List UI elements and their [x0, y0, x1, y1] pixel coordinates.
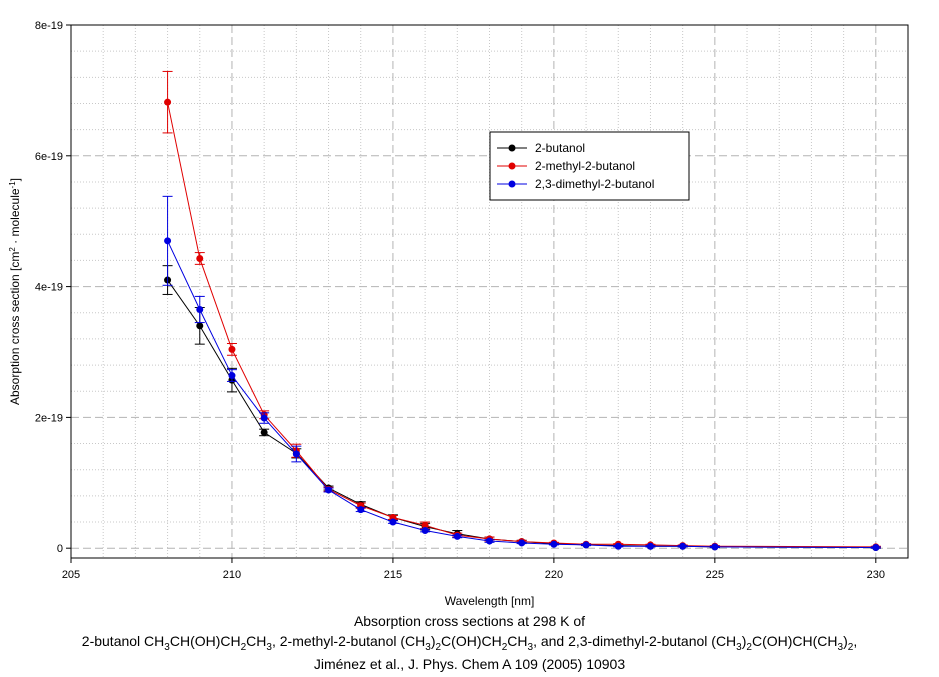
data-point	[550, 540, 558, 548]
y-tick-label: 4e-19	[35, 282, 63, 294]
x-tick-label: 205	[62, 569, 80, 581]
legend-marker	[508, 162, 516, 170]
caption-text: CH	[507, 633, 528, 649]
y-tick-label: 0	[57, 543, 63, 555]
legend-label: 2-methyl-2-butanol	[535, 159, 635, 173]
caption-subscript: 2	[847, 641, 854, 653]
caption-text: 2-butanol CH	[81, 633, 165, 649]
axis-ticks: 205 210 215 220 225 230 0 2e-19 4e-19 6e-19 8e-19	[35, 20, 885, 581]
caption-subscript: 3	[527, 641, 534, 653]
caption-subscript: 2	[746, 641, 752, 653]
data-point	[679, 542, 687, 550]
data-point	[518, 539, 526, 547]
caption-line-2: 2-butanol CH3CH(OH)CH2CH3, 2-methyl-2-bu…	[0, 633, 939, 652]
x-tick-label: 210	[223, 569, 241, 581]
caption-subscript: 3	[837, 641, 844, 653]
series-line	[167, 279, 876, 549]
caption-text: )	[741, 633, 747, 649]
x-axis-label: Wavelength [nm]	[445, 594, 535, 608]
y-axis-label-part: Absorption cross section [cm	[8, 252, 22, 405]
data-point	[196, 322, 204, 330]
legend-label: 2,3-dimethyl-2-butanol	[535, 177, 654, 191]
caption-text: )	[843, 633, 848, 649]
data-point	[292, 450, 300, 458]
caption-subscript: 3	[266, 641, 272, 653]
y-tick-label: 6e-19	[35, 151, 63, 163]
data-point	[228, 345, 236, 353]
y-axis-label-part: 2	[8, 247, 17, 252]
legend: 2-butanol 2-methyl-2-butanol 2,3-dimethyl-…	[489, 131, 690, 201]
caption-subscript: 2	[501, 641, 508, 653]
data-point	[260, 414, 268, 422]
grid	[71, 24, 909, 558]
caption-text: C(OH)CH(CH	[751, 633, 838, 649]
x-tick-label: 215	[384, 569, 402, 581]
caption-subscript: 2	[435, 641, 442, 653]
caption-subscript: 2	[240, 641, 247, 653]
caption-text: )	[430, 633, 436, 649]
data-point	[453, 532, 461, 540]
caption-line-3: Jiménez et al., J. Phys. Chem A 109 (200…	[313, 656, 626, 672]
plot-frame	[70, 24, 909, 559]
caption-subscript: 3	[425, 641, 431, 653]
data-point	[325, 486, 333, 494]
caption-subscript: 3	[164, 641, 170, 653]
x-tick-label: 220	[545, 569, 563, 581]
caption-text: ,	[853, 633, 858, 649]
y-tick-label: 8e-19	[35, 20, 63, 32]
data-point	[164, 237, 172, 245]
data-point	[872, 544, 880, 552]
data-point	[614, 542, 622, 550]
caption-subscript: 3	[736, 641, 742, 653]
caption-text: CH	[246, 633, 267, 649]
data-point	[389, 518, 397, 526]
data-point	[486, 537, 493, 545]
data-point	[228, 372, 236, 380]
caption-text: CH(OH)CH	[169, 633, 241, 649]
caption-text: C(OH)CH	[441, 633, 502, 649]
data-point	[164, 98, 172, 106]
y-axis-label: Absorption cross section [cm2 · molecule…	[8, 178, 23, 405]
data-point	[582, 541, 590, 549]
data-point	[196, 305, 204, 313]
data-point	[646, 542, 654, 550]
data-point	[421, 521, 429, 529]
data-point	[357, 506, 365, 514]
caption-line-1: Absorption cross sections at 298 K of	[353, 613, 586, 629]
data-point	[421, 527, 429, 535]
legend-marker	[508, 180, 516, 188]
data-point	[196, 254, 204, 262]
y-axis-label-part: ]	[8, 178, 22, 181]
y-axis-label-part: · molecule	[8, 188, 22, 247]
legend-label: 2-butanol	[535, 141, 585, 155]
series-group	[162, 70, 881, 552]
data-point	[711, 543, 719, 551]
caption-text: , 2-methyl-2-butanol (CH	[271, 633, 426, 649]
x-tick-label: 230	[867, 569, 885, 581]
data-point	[260, 428, 268, 436]
series-3	[162, 195, 881, 552]
y-tick-label: 2e-19	[35, 412, 63, 424]
x-tick-label: 225	[706, 569, 724, 581]
legend-marker	[508, 144, 516, 152]
caption-text: , and 2,3-dimethyl-2-butanol (CH	[533, 633, 737, 649]
y-axis-label-part: -1	[8, 181, 17, 189]
